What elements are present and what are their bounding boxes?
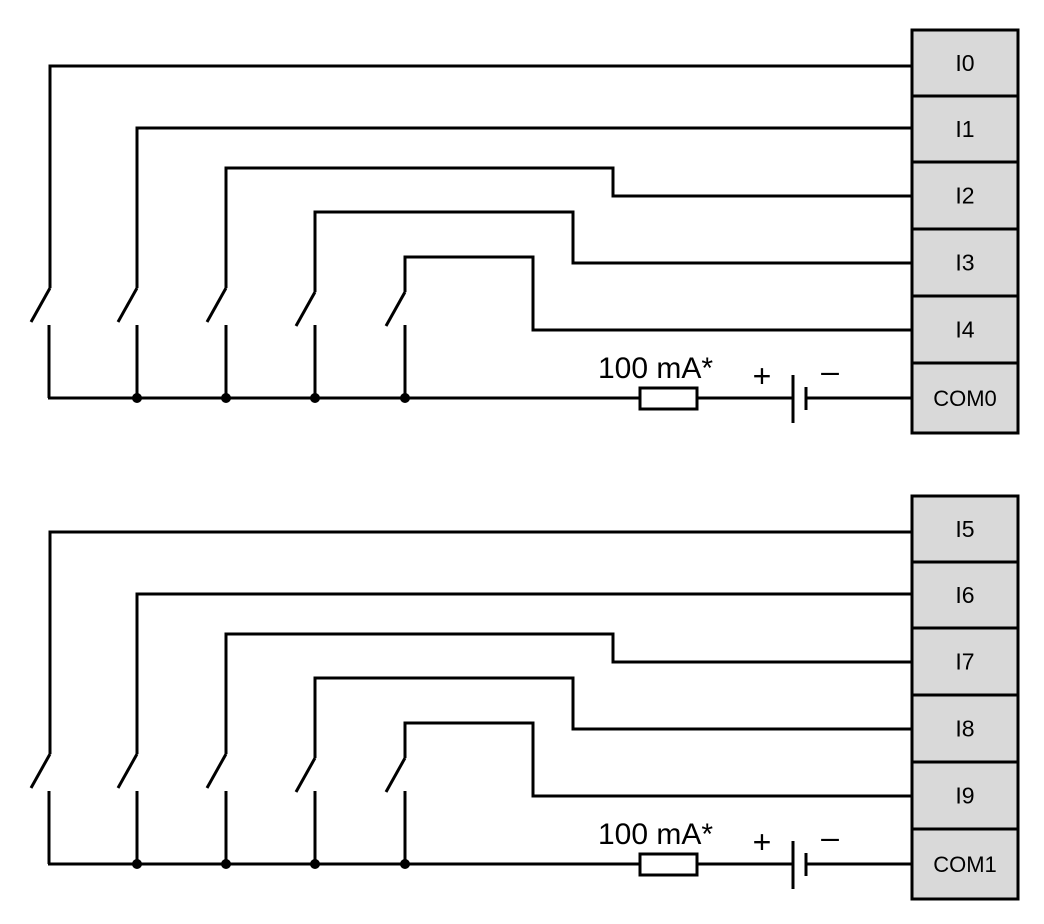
terminal-label: COM1	[933, 852, 997, 877]
input-block-1: I5 I6 I7 I8 I9 COM1 100 mA* + –	[29, 494, 1020, 901]
input-wire	[224, 632, 912, 754]
minus-sign: –	[821, 819, 839, 855]
input-wire	[224, 166, 912, 288]
input-wire	[135, 126, 912, 288]
input-wire	[48, 64, 912, 288]
terminal-box	[910, 827, 1020, 901]
input-block-0: I0 I1 I2 I3 I4 COM0 100 mA* + –	[29, 28, 1020, 435]
input-wire	[403, 721, 912, 798]
terminal-box	[910, 760, 1020, 831]
switch-contact-icon	[384, 757, 407, 793]
terminal-label: COM0	[933, 386, 997, 411]
fuse-icon	[638, 852, 699, 877]
input-wire	[48, 530, 912, 754]
switch-contact-icon	[116, 753, 139, 789]
switch-contact-icon	[29, 287, 52, 323]
terminal-label: I9	[955, 783, 974, 809]
terminal-box	[910, 494, 1020, 564]
terminal-label: I3	[955, 250, 974, 276]
switch-contact-icon	[116, 287, 139, 323]
switch-contact-icon	[205, 753, 228, 789]
terminal-label: I4	[955, 317, 974, 343]
terminal-label: I7	[955, 649, 974, 675]
terminal-box	[910, 693, 1020, 764]
terminal-box	[910, 28, 1020, 98]
terminal-label: I8	[955, 716, 974, 742]
fuse-label: 100 mA*	[598, 818, 713, 851]
terminal-label: I6	[955, 582, 974, 608]
fuse-icon	[638, 386, 699, 411]
terminal-label: I1	[955, 116, 974, 142]
input-wire	[313, 676, 912, 758]
switch-contact-icon	[384, 291, 407, 327]
terminal-box	[910, 227, 1020, 298]
terminal-label: I5	[955, 516, 974, 542]
plus-sign: +	[753, 358, 772, 394]
terminal-label: I2	[955, 183, 974, 209]
input-wire	[403, 255, 912, 332]
fuse-label: 100 mA*	[598, 352, 713, 385]
switch-contact-icon	[29, 753, 52, 789]
terminal-label: I0	[955, 50, 974, 76]
switch-contact-icon	[294, 291, 317, 327]
plus-sign: +	[753, 824, 772, 860]
input-wire	[313, 210, 912, 292]
switch-contact-icon	[205, 287, 228, 323]
input-wire	[135, 592, 912, 754]
switch-contact-icon	[294, 757, 317, 793]
minus-sign: –	[821, 353, 839, 389]
